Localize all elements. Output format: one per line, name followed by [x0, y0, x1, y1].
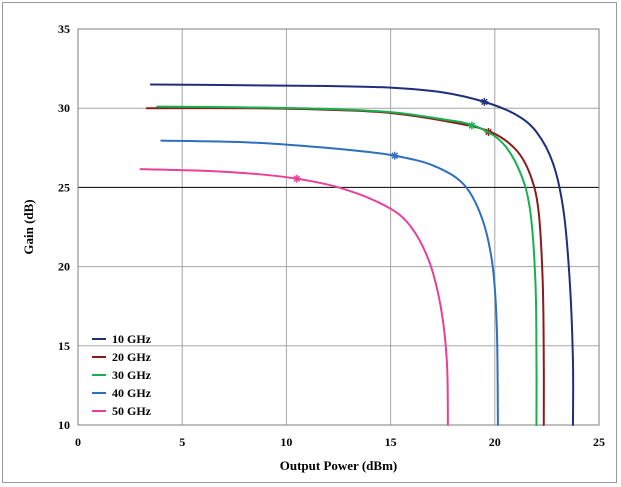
legend-label-20-ghz: 20 GHz [112, 350, 152, 364]
gain-vs-output-power-chart: 0 5 10 15 20 25 10 15 20 25 30 35 Output Power (dBm)… [21, 22, 605, 473]
x-tick-label: 25 [593, 435, 605, 449]
y-tick-label: 10 [58, 418, 70, 432]
y-axis-title: Gain (dB) [21, 199, 36, 254]
marker-50-ghz [292, 174, 301, 183]
y-tick-label: 20 [58, 260, 70, 274]
marker-40-ghz [390, 151, 399, 160]
y-tick-label: 35 [58, 22, 70, 36]
plot-area [78, 29, 599, 425]
x-tick-label: 15 [385, 435, 397, 449]
y-tick-label: 25 [58, 180, 70, 194]
legend-label-50-ghz: 50 GHz [112, 404, 152, 418]
x-tick-label: 5 [179, 435, 185, 449]
y-tick-label: 15 [58, 339, 70, 353]
series-line-10-ghz [149, 83, 575, 426]
x-tick-label: 20 [489, 435, 501, 449]
y-tick-label: 30 [58, 101, 70, 115]
x-tick-label: 0 [75, 435, 81, 449]
plot-border [77, 28, 600, 426]
series-line-40-ghz [160, 139, 499, 426]
legend-label-30-ghz: 30 GHz [112, 368, 152, 382]
series-line-50-ghz [139, 168, 449, 426]
x-axis-title: Output Power (dBm) [280, 458, 397, 473]
legend-label-10-ghz: 10 GHz [112, 332, 152, 346]
legend-label-40-ghz: 40 GHz [112, 386, 152, 400]
series-line-30-ghz [156, 105, 538, 426]
chart-frame: 0 5 10 15 20 25 10 15 20 25 30 35 Output Power (dBm)… [2, 2, 617, 483]
marker-10-ghz [480, 97, 489, 106]
marker-30-ghz [467, 121, 476, 130]
x-tick-label: 10 [280, 435, 292, 449]
